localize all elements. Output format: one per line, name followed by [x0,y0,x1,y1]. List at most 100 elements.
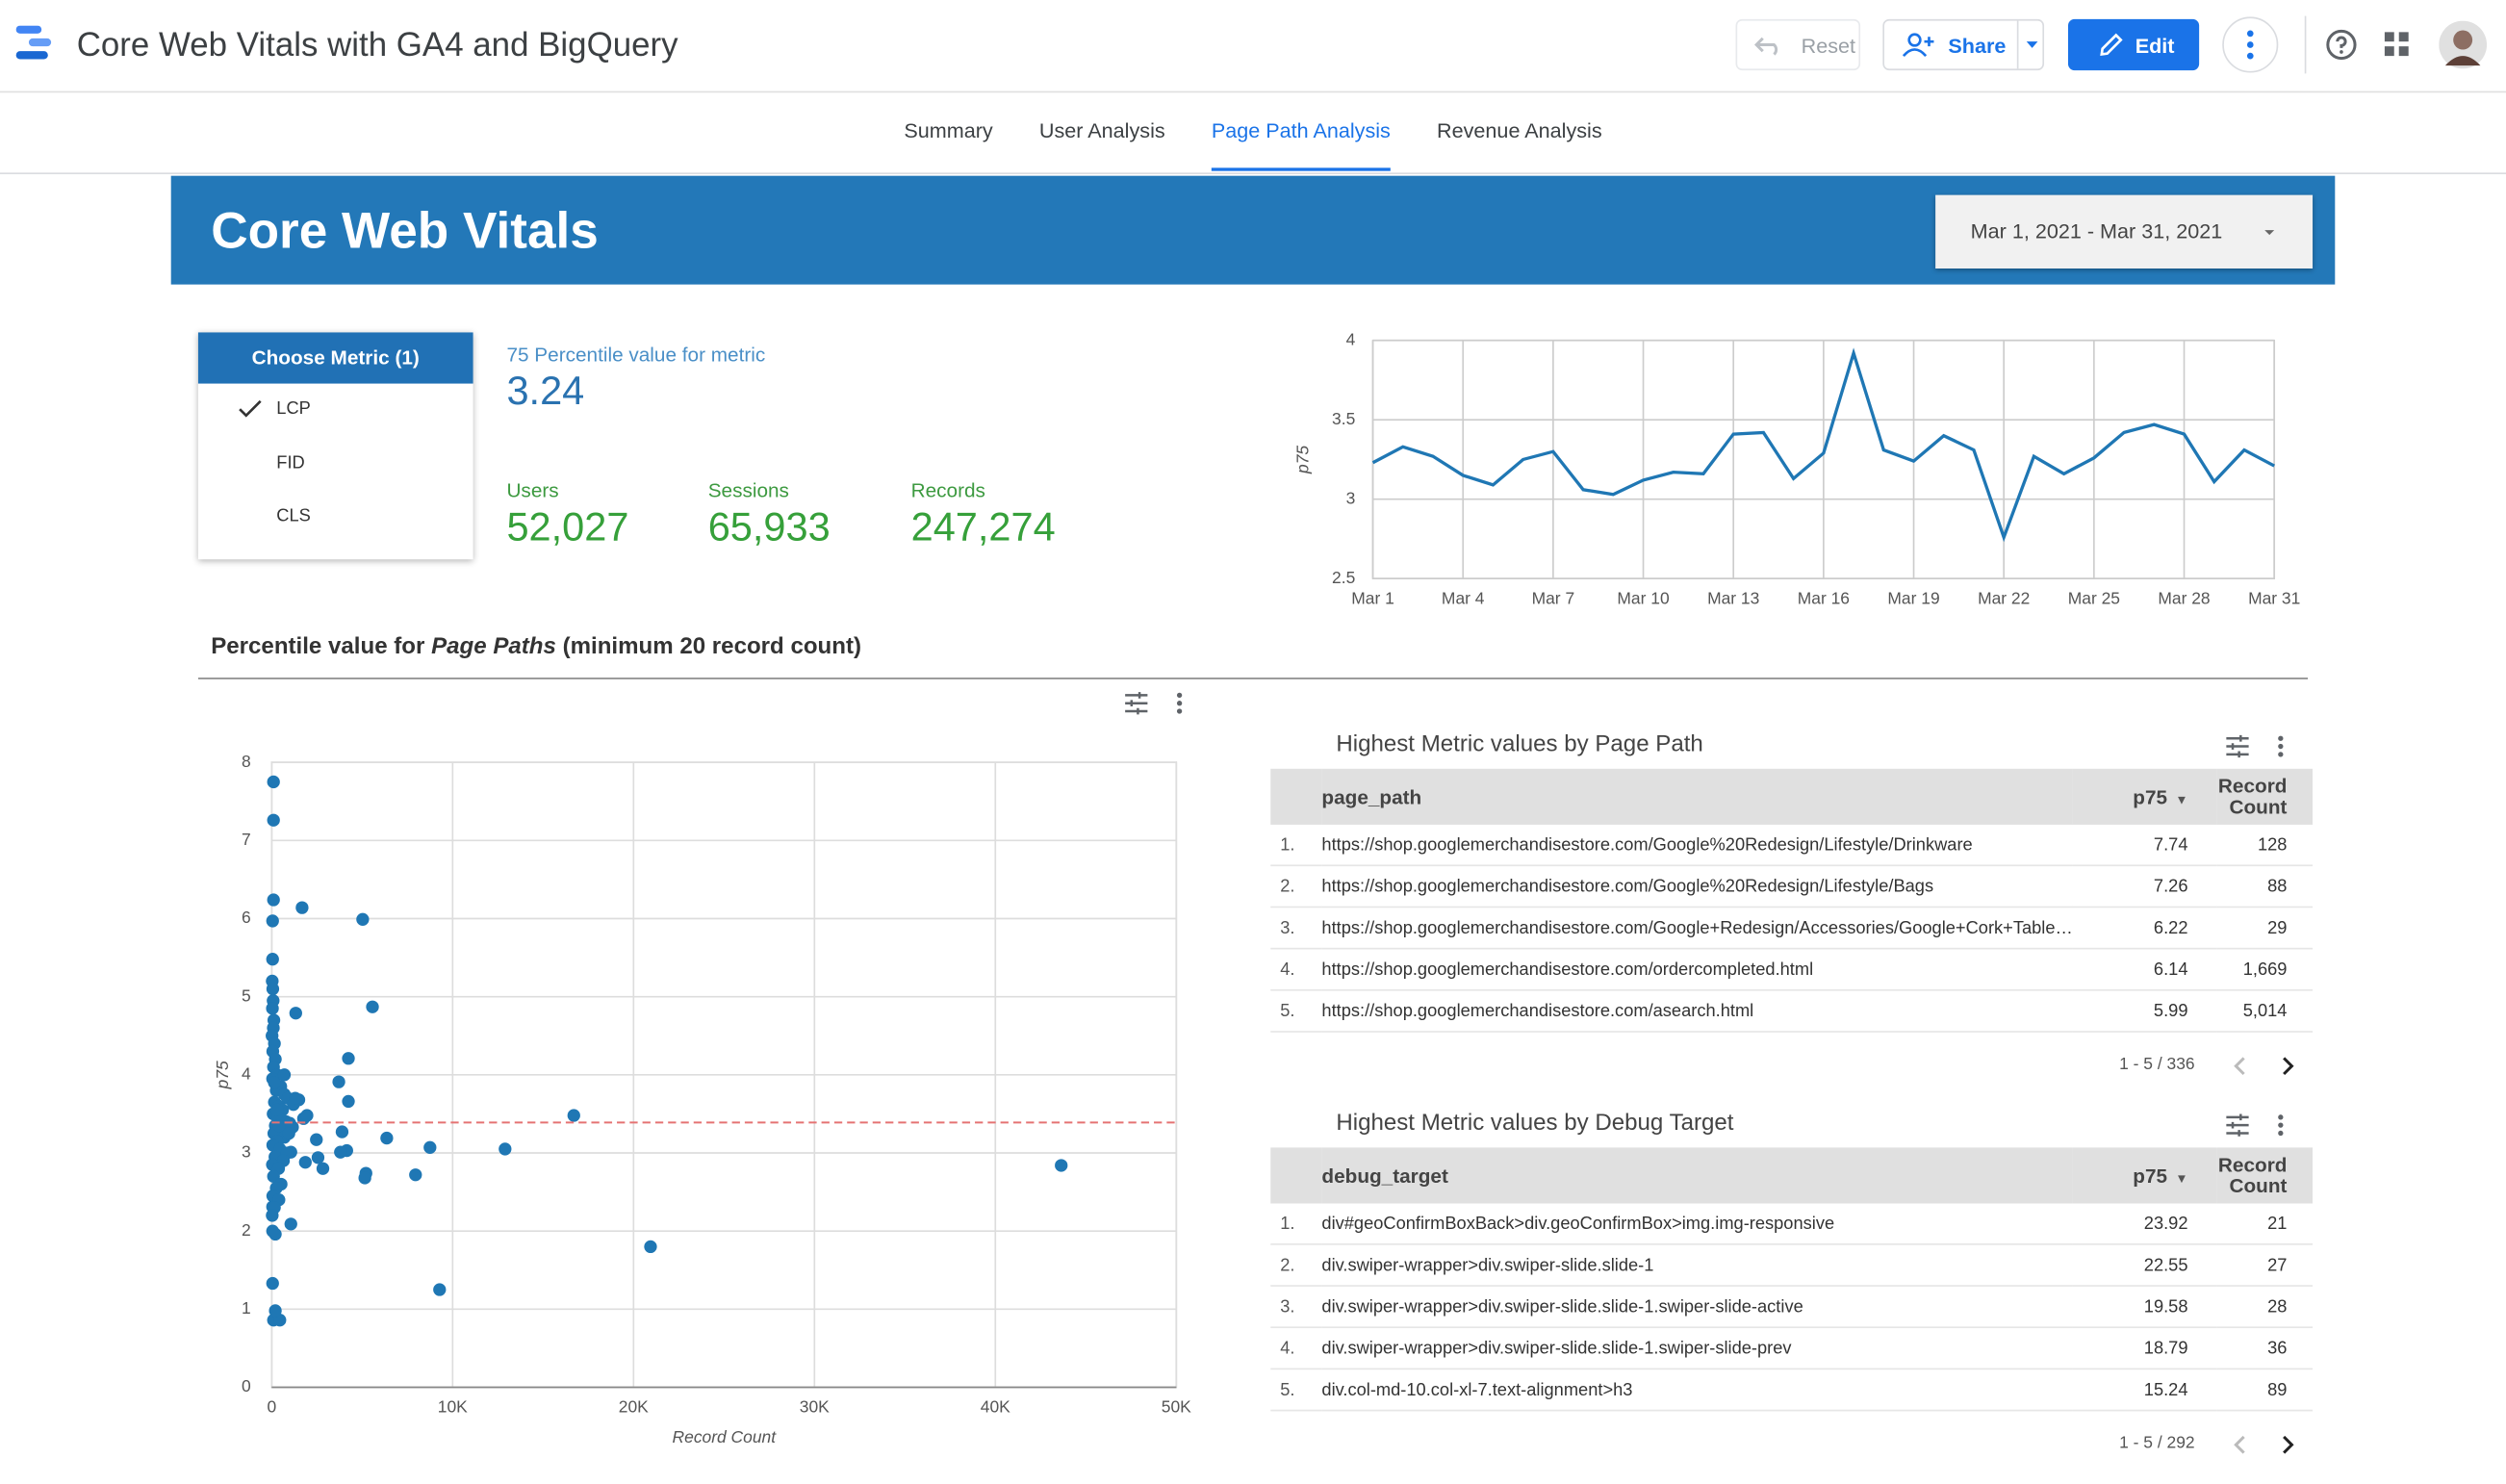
caret-icon [2264,230,2275,236]
section-title: Percentile value for Page Paths (minimum… [211,634,861,660]
filter-icon[interactable] [2226,734,2249,758]
sort-icon: ▼ [2175,1170,2188,1186]
x-tick-label: Mar 19 [1887,588,1939,607]
x-tick-label: 20K [619,1397,649,1417]
p75-cell: 15.24 [2072,1369,2217,1412]
column-header: Record Count [2217,774,2288,818]
next-page[interactable] [2283,1435,2294,1454]
tab[interactable]: Page Path Analysis [1211,92,1391,171]
p75-cell: 6.22 [2072,907,2217,950]
scatter-point [266,982,280,996]
icon-dot [2278,1114,2284,1120]
p75-cell: 6.14 [2072,948,2217,991]
column-header: page_path [1321,785,1422,808]
scatter-point [266,914,279,928]
prev-page[interactable] [2234,1435,2245,1454]
data-table: debug_target p75 ▼ Record Count 1. div#geoCon… [1270,1147,2314,1412]
check-mark [239,399,262,418]
share-dropdown[interactable] [2016,20,2046,69]
row-number: 2. [1270,1243,1322,1287]
path-cell: https://shop.googlemerchandisestore.com/… [1321,907,2073,950]
filter-icon[interactable] [1125,692,1148,715]
kpi-label: Users [506,479,559,502]
record-count-cell: 21 [2216,1203,2314,1245]
header-cell [1270,1147,1322,1204]
header-cell[interactable]: page_path [1321,768,2073,825]
apps-button[interactable] [2384,32,2411,58]
scatter-point [567,1109,580,1122]
help-button[interactable] [2325,29,2357,61]
path-cell: div.swiper-wrapper>div.swiper-slide.slid… [1321,1327,2073,1370]
table-row: 5. div.col-md-10.col-xl-7.text-alignment>… [1270,1369,2314,1412]
row-number: 3. [1270,1286,1322,1329]
y-tick-label: 4 [242,1063,251,1083]
reset-button[interactable]: Reset [1735,18,1861,71]
tab-bar: Summary User Analysis Page Path Analysis Re… [0,92,2506,171]
percentile-value: 3.24 [506,369,585,415]
p75-cell: 7.74 [2072,824,2217,867]
record-count-cell: 29 [2216,907,2314,950]
share-label: Share [1948,33,2007,57]
pagination-nav [2234,1057,2294,1076]
caret-icon [2026,41,2038,48]
scatter-point [380,1131,394,1145]
section-divider [197,678,2309,679]
scatter-point [311,1151,325,1164]
kpi-label: Records [910,479,985,502]
avatar[interactable] [2439,20,2488,69]
header-cell[interactable]: Record Count [2216,1147,2314,1204]
scatter-point [282,1127,295,1140]
record-count-cell: 128 [2216,824,2314,867]
scatter-point [356,912,370,926]
next-page[interactable] [2283,1057,2294,1076]
header-divider [0,90,2506,93]
p75-cell: 22.55 [2072,1243,2217,1287]
separator [2304,15,2307,74]
y-tick-label: 4 [1346,329,1356,348]
tab[interactable]: User Analysis [1038,117,1165,142]
scatter-point [266,1276,279,1291]
path-cell: div.swiper-wrapper>div.swiper-slide.slid… [1321,1243,2073,1287]
y-tick-label: 0 [242,1376,251,1395]
metric-option[interactable]: CLS [198,503,473,529]
x-tick-label: Mar 25 [2068,588,2120,607]
scatter-point [268,1227,282,1241]
table-body: 1. div#geoConfirmBoxBack>div.geoConfirmBo… [1270,1203,2314,1412]
icon-dot [2278,743,2284,750]
prev-page[interactable] [2234,1057,2245,1076]
path-cell: https://shop.googlemerchandisestore.com/… [1321,824,2073,867]
metric-option[interactable]: LCP [198,397,473,422]
scatter-point [644,1240,657,1254]
header-row: debug_target p75 ▼ Record Count [1270,1147,2314,1204]
share-button[interactable]: Share [1882,18,2046,71]
header-cell[interactable]: debug_target [1321,1147,2073,1204]
header-cell[interactable]: Record Count [2216,768,2314,825]
more-button[interactable] [2221,16,2279,74]
date-range-picker[interactable]: Mar 1, 2021 - Mar 31, 2021 [1935,194,2314,269]
menu-icon[interactable] [2278,1114,2284,1137]
edit-button[interactable]: Edit [2067,18,2200,71]
tab[interactable]: Revenue Analysis [1437,117,1602,142]
icon-dot [2278,752,2284,757]
tab-divider [0,172,2506,175]
menu-icon[interactable] [1176,692,1183,714]
y-tick-label: 3.5 [1332,409,1355,428]
edit-label: Edit [2135,33,2175,57]
line-chart: 2.5 3 3.5 4 Mar 1 Mar 4 Mar 7 Mar 10 Mar 13 Mar 1… [1293,329,2301,607]
tab[interactable]: Summary [904,117,993,142]
x-tick-label: Mar 10 [1617,588,1670,607]
scatter-point [289,1007,302,1020]
header-cell[interactable]: p75 ▼ [2072,768,2217,825]
header-cell[interactable]: p75 ▼ [2072,1147,2217,1204]
y-tick-label: 2.5 [1332,568,1355,587]
pencil-icon [2100,33,2123,57]
pagination-nav [2234,1435,2294,1454]
record-count-cell: 88 [2216,865,2314,908]
filter-icon[interactable] [2226,1113,2249,1137]
metric-option[interactable]: FID [198,449,473,475]
menu-icon[interactable] [2278,735,2284,757]
y-tick-label: 2 [242,1220,251,1240]
path-cell: https://shop.googlemerchandisestore.com/… [1321,989,2073,1033]
y-axis-label: p75 [213,1061,232,1089]
